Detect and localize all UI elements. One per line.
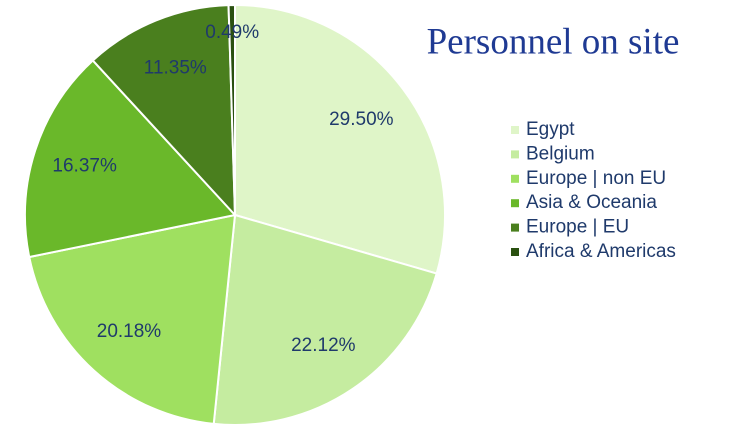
legend-swatch xyxy=(511,174,519,183)
legend-swatch xyxy=(511,150,519,159)
legend-label: Europe | non EU xyxy=(526,168,666,189)
data-label: 16.37% xyxy=(52,155,117,176)
pie-slice xyxy=(28,213,237,425)
data-label: 20.18% xyxy=(97,321,162,342)
legend-swatch xyxy=(511,126,519,134)
pie-slice xyxy=(227,3,236,216)
legend-label: Europe | EU xyxy=(526,217,629,238)
pie-slice xyxy=(234,3,446,275)
chart-title: Personnel on site xyxy=(427,21,680,62)
legend-label: Africa & Americas xyxy=(526,241,676,262)
data-label: 11.35% xyxy=(144,58,207,79)
data-label: 29.50% xyxy=(329,109,394,130)
pie-slice xyxy=(91,4,237,218)
data-label: 0.49% xyxy=(205,22,259,43)
legend-swatch xyxy=(511,248,519,256)
legend-swatch xyxy=(511,223,519,232)
pie-slice xyxy=(24,59,237,259)
legend-label: Egypt xyxy=(526,119,575,140)
legend-swatch xyxy=(511,199,519,208)
legend-label: Belgium xyxy=(526,143,595,164)
legend-label: Asia & Oceania xyxy=(526,192,657,213)
data-label: 22.12% xyxy=(291,335,356,356)
